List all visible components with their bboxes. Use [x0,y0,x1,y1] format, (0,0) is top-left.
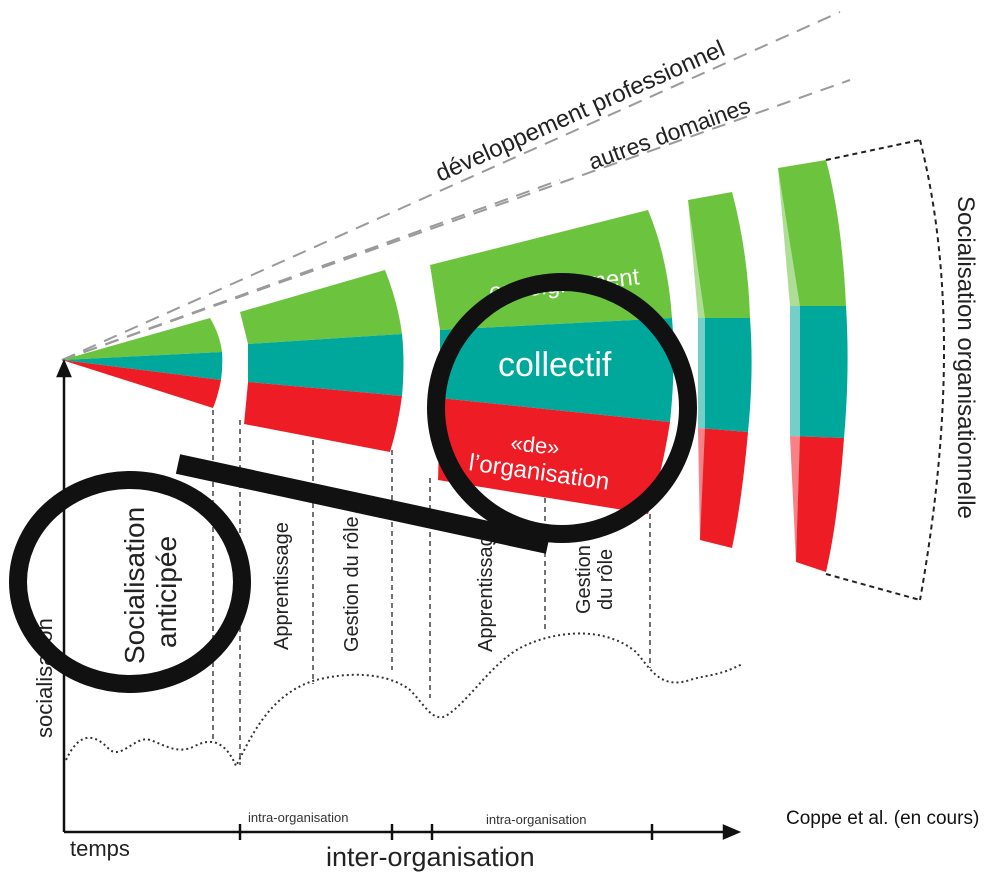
label-professional-development: développement professionnel [431,35,728,187]
socialisation-bracket [825,139,945,601]
label-learning-2: Apprentissage [475,524,497,652]
label-anticipatory-line2: anticipée [151,536,182,648]
dashed-guide-lines [61,11,851,361]
x-axis-arrow [722,824,742,840]
y-axis-arrow [56,358,72,378]
label-role-management-1: Gestion du rôle [341,516,363,652]
axes [56,358,742,840]
label-intra-organisation-1: intra-organisation [248,810,348,825]
credit-citation: Coppe et al. (en cours) [786,808,979,829]
label-inter-organisation: inter-organisation [326,842,535,872]
dashed-line-upper-cone [61,179,561,361]
dashed-line-professional [61,11,841,361]
label-organisational-socialisation: Socialisation organisationnelle [952,196,979,519]
label-intra-organisation-2: intra-organisation [486,812,586,827]
label-layer-organisation-line1: «de» [509,430,560,460]
label-role-management-2-line2: du rôle [595,549,617,610]
cone-segment-2 [232,270,404,452]
annotation-circle-collectif [427,273,697,543]
label-learning-1: Apprentissage [271,522,293,650]
cone-segment-5 [770,160,848,572]
label-role-management-2-line1: Gestion [573,545,595,614]
label-x-axis: temps [70,836,130,861]
label-anticipatory-line1: Socialisation [119,507,150,664]
cone-segment-4 [680,192,752,548]
annotation-connector [175,454,551,554]
cone-segment-1 [62,318,223,408]
socialisation-curve [65,632,743,769]
label-layer-collective: collectif [498,346,612,384]
annotation-overlay [9,273,697,693]
annotation-circle-anticipatory [9,471,251,693]
